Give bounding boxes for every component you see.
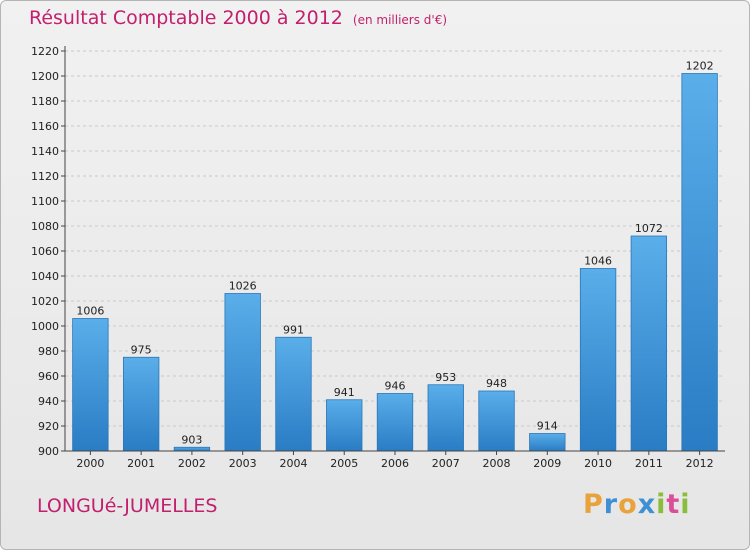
y-tick-label: 1000 — [31, 320, 59, 333]
bar — [681, 73, 718, 452]
y-tick-label: 1080 — [31, 220, 59, 233]
x-tick-label: 2008 — [483, 457, 511, 470]
y-tick-label: 1140 — [31, 145, 59, 158]
y-tick-label: 1200 — [31, 70, 59, 83]
logo-letter: r — [603, 489, 619, 520]
bar-value-label: 953 — [435, 371, 456, 384]
logo-letter: t — [666, 489, 681, 520]
y-tick-label: 940 — [38, 395, 59, 408]
bar-value-label: 1026 — [229, 280, 257, 293]
bar-value-label: 1202 — [686, 60, 714, 73]
x-tick-label: 2010 — [584, 457, 612, 470]
bar — [478, 390, 515, 452]
x-tick-label: 2007 — [432, 457, 460, 470]
x-tick-label: 2012 — [686, 457, 714, 470]
x-tick-label: 2011 — [635, 457, 663, 470]
bar — [122, 356, 160, 452]
chart-title: Résultat Comptable 2000 à 2012 (en millie… — [29, 7, 447, 29]
y-tick-label: 1120 — [31, 170, 59, 183]
x-tick-label: 2002 — [178, 457, 206, 470]
logo-letter: i — [680, 489, 691, 520]
y-tick-label: 1040 — [31, 270, 59, 283]
bars: 1006 975 903 1026 991 941 946 953 948 914 1046 1072… — [72, 60, 718, 452]
bar-value-label: 941 — [334, 386, 355, 399]
x-tick-label: 2009 — [533, 457, 561, 470]
bar — [275, 336, 312, 452]
bar — [376, 393, 414, 452]
logo-letter: i — [656, 489, 667, 520]
x-tick-label: 2006 — [381, 457, 409, 470]
bar — [72, 318, 109, 452]
y-tick-label: 980 — [38, 345, 59, 358]
chart-subtitle: (en milliers d'€) — [352, 13, 448, 27]
y-tick-label: 1180 — [31, 95, 59, 108]
bar-value-label: 1006 — [76, 305, 104, 318]
bar-value-label: 948 — [486, 377, 507, 390]
y-tick-label: 1020 — [31, 295, 59, 308]
y-tick-label: 960 — [38, 370, 59, 383]
bar-value-label: 914 — [537, 420, 558, 433]
bar — [630, 235, 668, 452]
logo-letter: x — [637, 489, 657, 520]
commune-name: LONGUé-JUMELLES — [37, 495, 218, 517]
bar — [173, 446, 211, 452]
bar-value-label: 1072 — [635, 222, 663, 235]
bar-value-label: 946 — [385, 380, 406, 393]
bar-value-label: 975 — [131, 343, 152, 356]
logo-letter: o — [618, 489, 638, 520]
bar — [529, 433, 566, 452]
y-tick-label: 1220 — [31, 45, 59, 58]
y-tick-label: 920 — [38, 420, 59, 433]
y-tick-label: 900 — [38, 445, 59, 458]
y-tick-label: 1160 — [31, 120, 59, 133]
bar — [326, 399, 363, 452]
x-tick-label: 2003 — [229, 457, 257, 470]
bar — [427, 384, 464, 452]
axes: 900 920 940 960 980 1000 1020 1040 1060 1080 1100 1… — [31, 45, 725, 470]
bar-value-label: 1046 — [584, 255, 612, 268]
bar-value-label: 991 — [283, 323, 304, 336]
x-tick-label: 2000 — [76, 457, 104, 470]
logo-letter: P — [583, 489, 604, 520]
x-tick-label: 2005 — [330, 457, 358, 470]
bar — [579, 268, 617, 452]
bar-value-label: 903 — [181, 433, 202, 446]
proxiti-logo: Proxiti — [583, 489, 691, 520]
y-tick-label: 1060 — [31, 245, 59, 258]
x-tick-label: 2001 — [127, 457, 155, 470]
x-tick-label: 2004 — [279, 457, 307, 470]
y-tick-label: 1100 — [31, 195, 59, 208]
bar — [224, 293, 261, 452]
title-text: Résultat Comptable 2000 à 2012 — [29, 7, 343, 29]
